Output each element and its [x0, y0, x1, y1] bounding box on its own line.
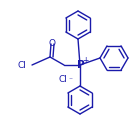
- Text: ⁻: ⁻: [68, 76, 72, 84]
- Text: Cl: Cl: [18, 61, 26, 70]
- Text: +: +: [82, 56, 89, 65]
- Text: O: O: [48, 39, 55, 47]
- Text: P: P: [77, 60, 85, 70]
- Text: Cl: Cl: [59, 76, 68, 84]
